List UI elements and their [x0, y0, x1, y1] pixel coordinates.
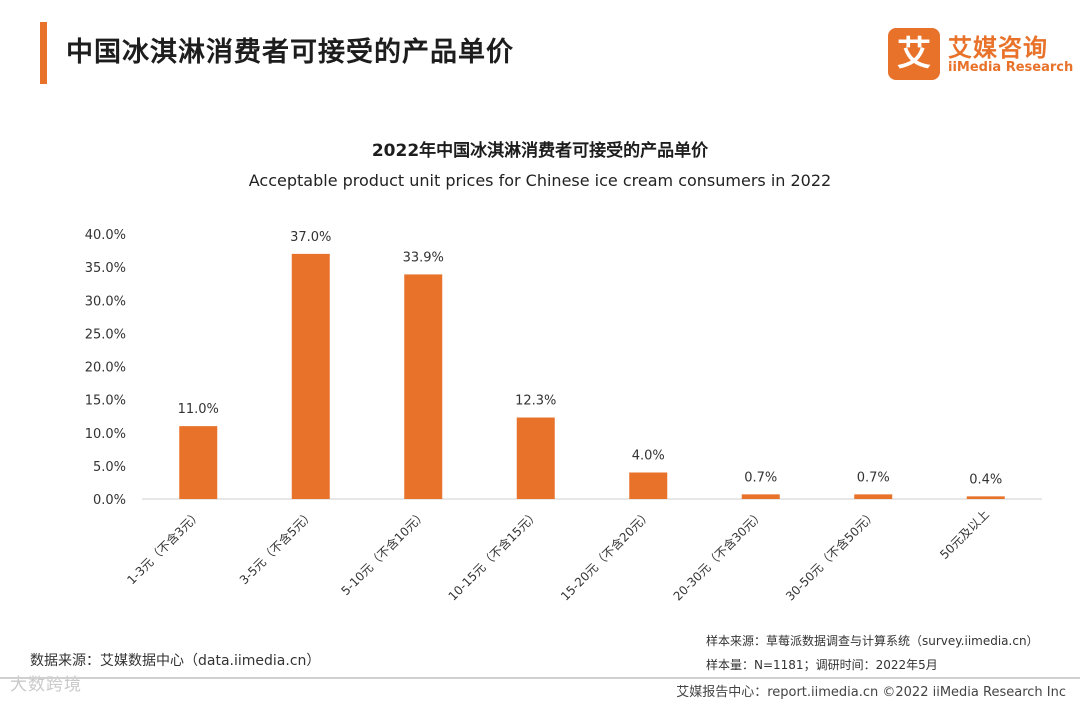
bar	[404, 274, 443, 499]
data-label: 12.3%	[515, 394, 556, 409]
y-tick-label: 0.0%	[93, 493, 126, 508]
x-tick-label: 15-20元（不含20元）	[557, 507, 654, 604]
title-accent-bar	[40, 22, 47, 84]
x-tick-label: 1-3元（不含3元）	[124, 507, 205, 588]
brand-logo: 艾 艾媒咨询 iiMedia Research	[888, 28, 1073, 80]
bar-chart: 0.0% 5.0% 10.0% 15.0% 20.0% 25.0% 30.0% 35.0% 40…	[85, 228, 1042, 604]
x-tick-label: 50元及以上	[937, 507, 992, 562]
bar	[966, 496, 1005, 499]
x-tick-label: 10-15元（不含15元）	[445, 507, 542, 604]
bar	[741, 494, 780, 499]
data-source-note: 数据来源：艾媒数据中心（data.iimedia.cn）	[30, 653, 321, 669]
watermark: 大数跨境	[10, 675, 82, 695]
footer-copyright: 艾媒报告中心：report.iimedia.cn ©2022 iiMedia R…	[676, 685, 1066, 700]
x-tick-label: 30-50元（不含50元）	[782, 507, 879, 604]
brand-name-cn: 艾媒咨询	[948, 34, 1048, 62]
bar	[179, 426, 218, 499]
x-tick-label: 5-10元（不含10元）	[338, 507, 430, 599]
y-tick-label: 20.0%	[85, 361, 126, 376]
y-tick-label: 30.0%	[85, 294, 126, 309]
y-tick-label: 40.0%	[85, 228, 126, 243]
x-tick-label: 3-5元（不含5元）	[236, 507, 317, 588]
bar	[516, 417, 555, 499]
sample-source-note: 样本来源：草莓派数据调查与计算系统（survey.iimedia.cn）	[706, 634, 1039, 648]
data-label: 37.0%	[290, 230, 331, 245]
y-tick-label: 35.0%	[85, 261, 126, 276]
sample-size-note: 样本量：N=1181；调研时间：2022年5月	[706, 658, 938, 672]
bar	[854, 494, 893, 499]
y-tick-label: 10.0%	[85, 427, 126, 442]
bar	[629, 472, 668, 499]
data-label: 4.0%	[632, 449, 665, 464]
x-tick-label: 20-30元（不含30元）	[670, 507, 767, 604]
brand-name-en: iiMedia Research	[948, 60, 1074, 75]
data-label: 0.4%	[969, 472, 1002, 487]
page-title: 中国冰淇淋消费者可接受的产品单价	[66, 37, 514, 68]
bar	[291, 253, 330, 499]
chart-subtitle: Acceptable product unit prices for Chine…	[248, 171, 832, 190]
chart-title: 2022年中国冰淇淋消费者可接受的产品单价	[371, 141, 709, 161]
data-label: 33.9%	[403, 250, 444, 265]
data-label: 11.0%	[178, 402, 219, 417]
footer-divider	[0, 677, 1080, 679]
data-label: 0.7%	[857, 470, 890, 485]
y-tick-label: 25.0%	[85, 327, 126, 342]
data-label: 0.7%	[744, 470, 777, 485]
y-tick-label: 5.0%	[93, 460, 126, 475]
y-tick-label: 15.0%	[85, 394, 126, 409]
brand-mark-icon: 艾	[888, 28, 940, 80]
